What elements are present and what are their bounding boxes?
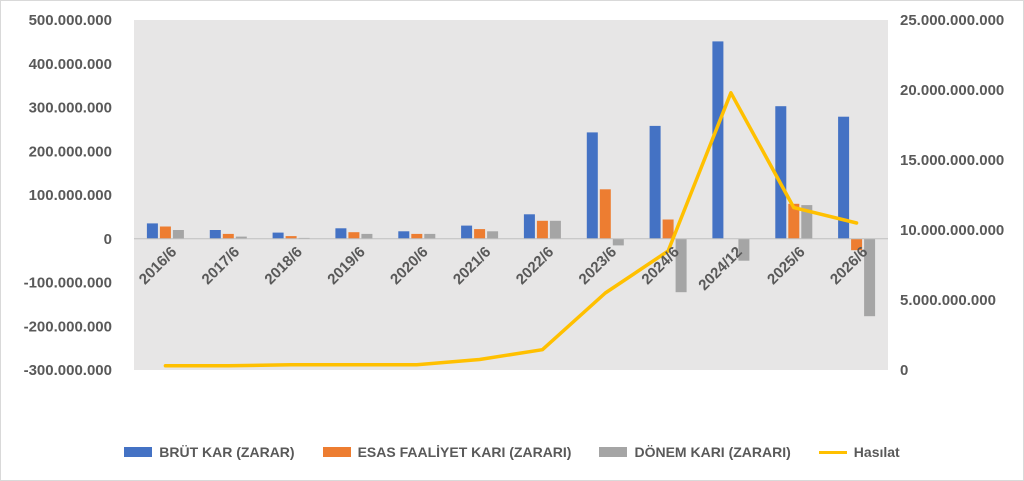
bar-donem — [361, 233, 373, 239]
legend-label-hasilat: Hasılat — [853, 444, 900, 460]
bar-esas — [348, 232, 360, 239]
bar-esas — [222, 233, 234, 239]
bar-donem — [424, 233, 436, 239]
bar-donem — [172, 230, 184, 239]
y-left-tick-label: 0 — [104, 231, 112, 248]
legend-item-brut: BRÜT KAR (ZARAR) — [124, 444, 295, 460]
bar-brut — [712, 41, 724, 239]
bar-donem — [738, 238, 750, 261]
bar-esas — [788, 203, 800, 239]
bar-brut — [272, 232, 284, 239]
bar-brut — [649, 125, 661, 239]
bar-esas — [536, 220, 548, 239]
bar-donem — [864, 238, 876, 317]
bar-esas — [411, 233, 423, 239]
bar-donem — [235, 236, 247, 239]
bar-brut — [461, 225, 473, 239]
bar-esas — [662, 219, 674, 239]
bar-esas — [159, 226, 171, 239]
bar-brut — [146, 223, 158, 239]
legend-item-hasilat: Hasılat — [818, 444, 900, 460]
bar-brut — [775, 106, 787, 239]
y-left-tick-label: 200.000.000 — [29, 143, 112, 160]
legend-item-donem: DÖNEM KARI (ZARARI) — [599, 444, 791, 460]
y-left-tick-label: 100.000.000 — [29, 187, 112, 204]
bar-brut — [838, 116, 850, 239]
bar-donem — [487, 231, 499, 239]
bar-brut — [523, 214, 535, 239]
y-left-tick-label: 500.000.000 — [29, 12, 112, 29]
legend-swatch-esas — [322, 447, 351, 457]
y-right-tick-label: 25.000.000.000 — [900, 12, 1004, 29]
bar-brut — [335, 228, 347, 239]
bar-esas — [285, 236, 297, 239]
legend-label-brut: BRÜT KAR (ZARAR) — [159, 444, 295, 460]
y-right-tick-label: 5.000.000.000 — [900, 292, 996, 309]
bar-brut — [398, 231, 410, 239]
plot-area — [134, 20, 888, 370]
legend-item-esas: ESAS FAALİYET KARI (ZARARI) — [322, 444, 572, 460]
y-left-tick-label: 400.000.000 — [29, 56, 112, 73]
bar-donem — [801, 205, 813, 239]
hasilat-line — [163, 91, 859, 368]
bar-brut — [586, 132, 598, 239]
y-left-tick-label: 300.000.000 — [29, 100, 112, 117]
bar-donem — [612, 238, 624, 246]
bar-donem — [549, 220, 561, 239]
y-left-tick-label: -100.000.000 — [24, 275, 112, 292]
y-right-tick-label: 10.000.000.000 — [900, 222, 1004, 239]
bar-esas — [474, 229, 486, 239]
y-left-tick-label: -300.000.000 — [24, 362, 112, 379]
legend-label-donem: DÖNEM KARI (ZARARI) — [634, 444, 791, 460]
bar-esas — [851, 238, 863, 251]
y-right-tick-label: 0 — [900, 362, 908, 379]
legend-swatch-hasilat — [818, 450, 847, 454]
bar-donem — [675, 238, 687, 293]
bar-brut — [209, 230, 221, 239]
legend-swatch-donem — [599, 447, 628, 457]
bar-esas — [599, 189, 611, 239]
legend: BRÜT KAR (ZARAR) ESAS FAALİYET KARI (ZAR… — [0, 440, 1024, 464]
y-left-tick-label: -200.000.000 — [24, 318, 112, 335]
legend-label-esas: ESAS FAALİYET KARI (ZARARI) — [357, 444, 572, 460]
y-right-tick-label: 20.000.000.000 — [900, 82, 1004, 99]
legend-swatch-brut — [124, 447, 153, 457]
y-right-tick-label: 15.000.000.000 — [900, 152, 1004, 169]
